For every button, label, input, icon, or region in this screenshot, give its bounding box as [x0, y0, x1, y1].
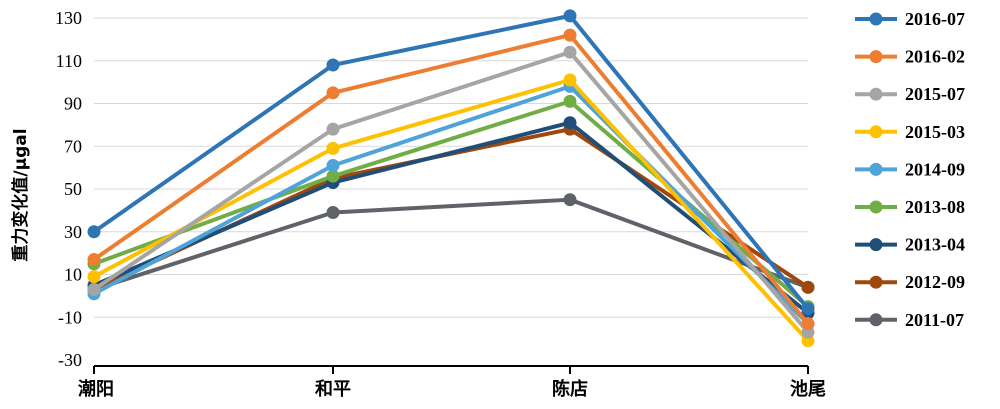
- legend-label: 2011-07: [905, 310, 964, 330]
- data-point: [326, 158, 340, 172]
- data-point: [563, 28, 577, 42]
- data-point: [326, 206, 340, 220]
- data-point: [563, 73, 577, 87]
- y-axis-ticks: -30 -10 10 30 50 70 90 110 130: [55, 8, 82, 370]
- y-tick-label: 50: [64, 179, 82, 199]
- data-point: [87, 253, 101, 267]
- legend-item: 2015-03: [855, 122, 965, 142]
- series-group: [87, 9, 815, 348]
- legend-label: 2015-03: [905, 122, 965, 142]
- x-tick-label: 和平: [315, 379, 351, 400]
- legend-item: 2016-07: [855, 9, 965, 29]
- data-point: [326, 169, 340, 183]
- data-point: [87, 282, 101, 296]
- data-point: [563, 9, 577, 23]
- series-line: [93, 77, 810, 343]
- series-2016-07: [87, 9, 815, 316]
- x-tick-label: 潮阳: [78, 379, 114, 400]
- data-point: [563, 45, 577, 59]
- legend-swatch-marker: [869, 238, 883, 252]
- series-line: [92, 33, 810, 325]
- legend-item: 2015-07: [855, 84, 965, 104]
- x-tick-label: 池尾: [790, 378, 826, 400]
- legend: 2016-07 2016-02 2015-07 2015-03 2014-09 2013-…: [855, 9, 965, 330]
- data-point: [801, 302, 815, 316]
- y-tick-label: 30: [64, 222, 82, 242]
- data-point: [87, 270, 101, 284]
- y-tick-label: -30: [58, 350, 82, 370]
- series-line: [93, 120, 810, 315]
- legend-item: 2016-02: [855, 47, 965, 67]
- legend-swatch-marker: [869, 200, 883, 214]
- legend-label: 2013-04: [905, 235, 965, 255]
- series-2016-02: [87, 28, 815, 331]
- data-point: [801, 317, 815, 331]
- legend-swatch-marker: [869, 87, 883, 101]
- data-point: [801, 280, 815, 294]
- legend-swatch-marker: [869, 313, 883, 327]
- data-point: [326, 141, 340, 155]
- y-axis-label: 重力变化值/μgal: [10, 128, 31, 261]
- legend-label: 2013-08: [905, 197, 965, 217]
- legend-label: 2012-09: [905, 272, 965, 292]
- legend-label: 2016-02: [905, 47, 965, 67]
- legend-item: 2013-08: [855, 197, 965, 217]
- series-line: [92, 50, 810, 334]
- y-tick-label: -10: [58, 307, 82, 327]
- data-point: [87, 225, 101, 239]
- x-axis: 潮阳 和平 陈店 池尾: [78, 365, 826, 400]
- data-point: [563, 94, 577, 108]
- legend-item: 2012-09: [855, 272, 965, 292]
- data-point: [326, 58, 340, 72]
- data-point: [563, 116, 577, 130]
- legend-swatch-marker: [869, 50, 883, 64]
- legend-item: 2013-04: [855, 235, 965, 255]
- y-tick-label: 130: [55, 8, 82, 28]
- legend-swatch-marker: [869, 162, 883, 176]
- legend-swatch-marker: [869, 125, 883, 139]
- legend-swatch-marker: [869, 275, 883, 289]
- data-point: [326, 122, 340, 136]
- legend-swatch-marker: [869, 12, 883, 26]
- legend-item: 2011-07: [855, 310, 964, 330]
- series-2015-07: [87, 45, 815, 339]
- x-tick-label: 陈店: [552, 378, 588, 400]
- y-tick-label: 110: [56, 51, 82, 71]
- data-point: [326, 86, 340, 100]
- legend-label: 2015-07: [905, 84, 965, 104]
- series-line: [93, 197, 809, 292]
- y-tick-label: 70: [64, 136, 82, 156]
- y-tick-label: 10: [64, 265, 82, 285]
- series-line: [93, 84, 810, 326]
- y-tick-label: 90: [64, 94, 82, 114]
- legend-item: 2014-09: [855, 159, 965, 179]
- data-point: [563, 193, 577, 207]
- legend-label: 2014-09: [905, 159, 965, 179]
- legend-label: 2016-07: [905, 9, 965, 29]
- series-line: [92, 13, 810, 310]
